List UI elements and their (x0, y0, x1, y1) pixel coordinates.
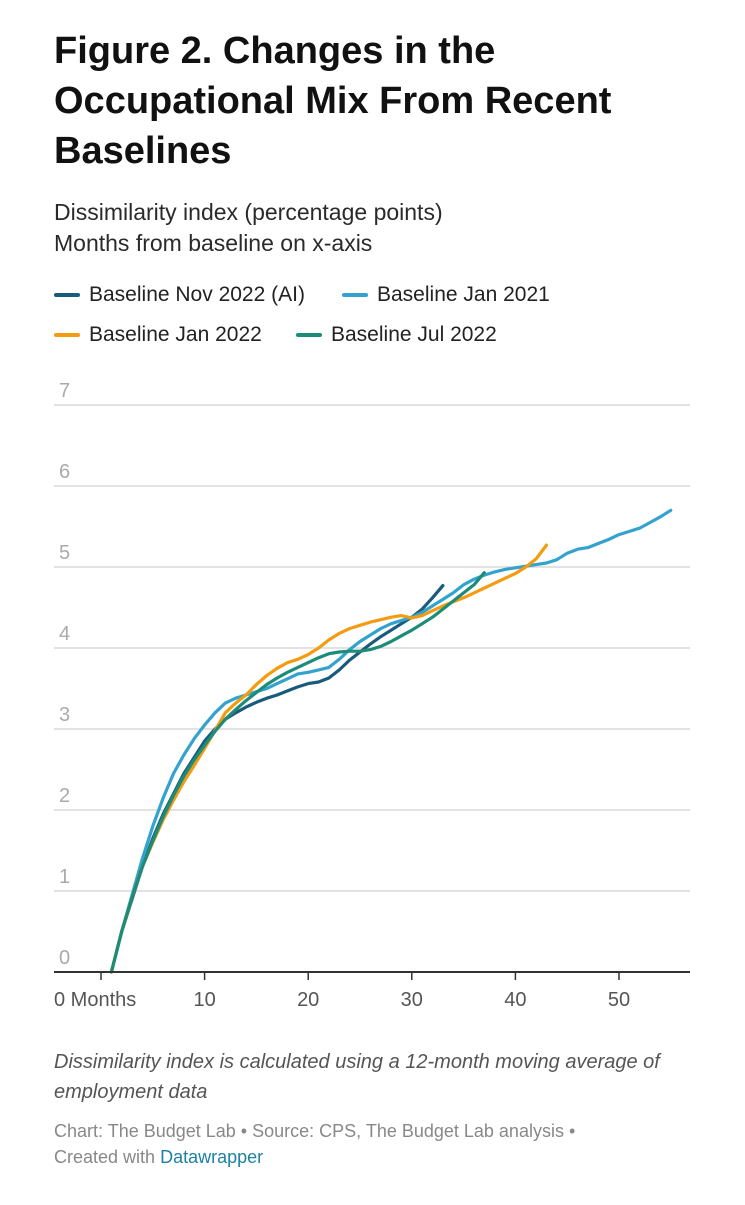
legend-label-nov2022: Baseline Nov 2022 (AI) (89, 283, 305, 306)
series-line-jan2021 (109, 508, 673, 974)
x-axis: 0 Months 10 20 30 40 50 (54, 971, 690, 1011)
y-tick-label-4: 4 (59, 623, 70, 645)
chart-footer: Chart: The Budget Lab • Source: CPS, The… (54, 1118, 714, 1170)
x-tick-label-50: 50 (608, 989, 630, 1011)
legend-item-nov2022[interactable]: Baseline Nov 2022 (AI) (54, 283, 305, 307)
series-line-jul2022 (109, 571, 486, 974)
x-tick-label-0: 0 Months (54, 989, 136, 1011)
legend-swatch-jan2021 (342, 293, 368, 297)
subtitle-line-axis: Months from baseline on x-axis (54, 230, 373, 256)
legend-item-jan2022[interactable]: Baseline Jan 2022 (54, 323, 262, 347)
y-tick-label-7: 7 (59, 380, 70, 402)
x-tick-label-30: 30 (401, 989, 423, 1011)
chart-note: Dissimilarity index is calculated using … (54, 1051, 660, 1103)
y-tick-label-1: 1 (59, 866, 70, 888)
y-tick-label-6: 6 (59, 461, 70, 483)
legend-item-jan2021[interactable]: Baseline Jan 2021 (342, 283, 550, 307)
series-line-nov2022 (109, 584, 445, 974)
y-tick-label-0: 0 (59, 947, 70, 969)
datawrapper-link[interactable]: Datawrapper (160, 1147, 264, 1167)
y-tick-label-2: 2 (59, 785, 70, 807)
chart-title: Figure 2. Changes in the Occupational Mi… (54, 30, 612, 172)
legend-swatch-nov2022 (54, 293, 80, 297)
legend-label-jan2021: Baseline Jan 2021 (377, 283, 550, 306)
x-tick-label-20: 20 (297, 989, 319, 1011)
legend-label-jan2022: Baseline Jan 2022 (89, 323, 262, 346)
subtitle-line-units: Dissimilarity index (percentage points) (54, 199, 443, 225)
series-lines (109, 508, 673, 974)
x-tick-label-40: 40 (504, 989, 526, 1011)
footer-source: Chart: The Budget Lab • Source: CPS, The… (54, 1121, 576, 1141)
y-axis-ticks: 0 1 2 3 4 5 6 7 (59, 380, 70, 969)
legend-item-jul2022[interactable]: Baseline Jul 2022 (296, 323, 497, 347)
legend-swatch-jul2022 (296, 333, 322, 337)
x-tick-label-10: 10 (193, 989, 215, 1011)
chart-subtitle: Dissimilarity index (percentage points) … (54, 197, 714, 259)
series-line-jan2022 (109, 543, 549, 974)
y-tick-label-5: 5 (59, 542, 70, 564)
footer-created-label: Created with (54, 1147, 156, 1167)
legend-label-jul2022: Baseline Jul 2022 (331, 323, 497, 346)
footer-created: Created with Datawrapper (54, 1144, 714, 1170)
legend-swatch-jan2022 (54, 333, 80, 337)
y-tick-label-3: 3 (59, 704, 70, 726)
